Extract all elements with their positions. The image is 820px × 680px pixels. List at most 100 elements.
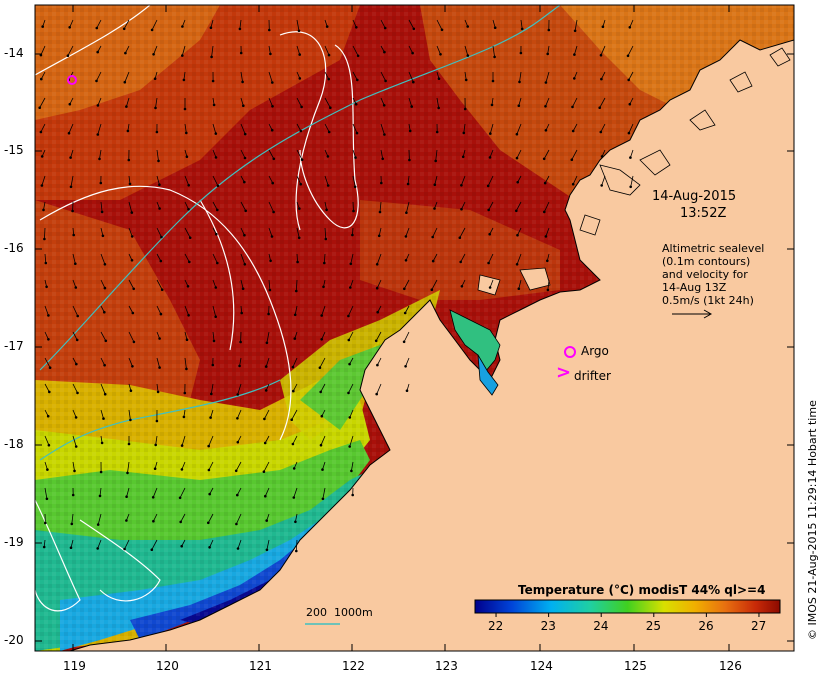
velocity-arrowhead <box>298 77 302 80</box>
velocity-arrow <box>322 487 326 499</box>
velocity-arrowhead <box>123 547 126 551</box>
velocity-arrowhead <box>47 338 50 341</box>
velocity-arrow <box>240 201 247 211</box>
velocity-arrowhead <box>211 363 215 367</box>
velocity-arrowhead <box>347 391 350 395</box>
velocity-arrowhead <box>185 367 188 371</box>
velocity-arrowhead <box>265 341 269 345</box>
velocity-arrowhead <box>375 286 379 290</box>
velocity-arrowhead <box>458 236 462 239</box>
axis-ticks <box>35 5 794 651</box>
velocity-arrowhead <box>410 105 414 108</box>
velocity-arrowhead <box>45 497 49 501</box>
velocity-arrowhead <box>376 363 379 367</box>
drifter-legend-label: drifter <box>574 369 611 383</box>
drifter-legend-icon: > <box>556 362 572 383</box>
velocity-arrowhead <box>46 468 49 471</box>
velocity-arrowhead <box>544 235 548 238</box>
velocity-arrowhead <box>188 260 191 264</box>
time-label: 13:52Z <box>680 206 727 221</box>
velocity-arrowhead <box>375 263 379 266</box>
velocity-arrowhead <box>102 417 105 420</box>
velocity-arrowhead <box>516 233 519 237</box>
velocity-arrowhead <box>47 314 50 317</box>
velocity-arrowhead <box>460 285 464 288</box>
velocity-arrowhead <box>125 519 128 522</box>
velocity-arrowhead <box>406 182 410 186</box>
velocity-arrow <box>152 487 158 498</box>
lat-tick-label: -15 <box>4 143 24 157</box>
velocity-arrow <box>403 331 410 342</box>
argo-float-marker[interactable] <box>67 75 77 85</box>
colorbar-tick-label: 26 <box>698 619 714 633</box>
velocity-arrowhead <box>214 132 218 135</box>
velocity-arrowhead <box>182 78 186 82</box>
velocity-arrowhead <box>327 77 331 81</box>
argo-legend-label: Argo <box>581 344 609 358</box>
velocity-arrow <box>600 123 606 133</box>
velocity-arrow <box>324 45 330 56</box>
velocity-arrow <box>97 97 102 106</box>
velocity-arrow <box>67 45 74 56</box>
velocity-arrowhead <box>180 444 184 447</box>
velocity-arrow <box>488 201 494 211</box>
note-line-2: (0.1m contours) <box>662 255 751 268</box>
velocity-arrowhead <box>243 233 246 237</box>
velocity-arrow <box>322 461 326 470</box>
velocity-arrowhead <box>128 182 132 186</box>
velocity-arrowhead <box>293 337 297 340</box>
velocity-arrowhead <box>383 26 387 30</box>
velocity-arrow <box>293 487 298 498</box>
velocity-arrow <box>40 71 46 80</box>
velocity-arrow <box>352 201 354 212</box>
velocity-arrowhead <box>629 185 632 189</box>
lat-tick-label: -18 <box>4 437 24 451</box>
velocity-arrow <box>264 487 270 497</box>
velocity-arrowhead <box>129 389 133 393</box>
velocity-arrowhead <box>130 235 134 238</box>
velocity-arrowhead <box>99 181 103 185</box>
velocity-arrowhead <box>243 180 246 184</box>
velocity-arrowhead <box>329 106 332 109</box>
colorbar-tick-label: 23 <box>540 619 556 633</box>
velocity-arrow <box>520 19 523 29</box>
velocity-arrow <box>349 279 354 288</box>
plot-frame <box>34 4 795 652</box>
velocity-arrow <box>237 383 242 395</box>
velocity-arrowhead <box>67 131 71 135</box>
velocity-arrowhead <box>236 417 239 420</box>
velocity-arrowhead <box>515 209 518 213</box>
velocity-arrowhead <box>122 27 126 31</box>
velocity-arrow <box>601 71 606 80</box>
velocity-arrowhead <box>299 182 303 186</box>
velocity-arrowhead <box>235 522 238 526</box>
velocity-arrowhead <box>241 80 244 84</box>
velocity-arrowhead <box>157 159 160 163</box>
velocity-arrowhead <box>40 184 44 187</box>
velocity-arrowhead <box>158 366 161 369</box>
velocity-arrow <box>518 97 522 106</box>
velocity-arrowhead <box>185 155 189 158</box>
velocity-arrowhead <box>243 132 247 136</box>
velocity-arrowhead <box>244 209 247 213</box>
velocity-arrow <box>436 45 441 55</box>
velocity-arrowhead <box>403 311 407 315</box>
velocity-arrow <box>264 409 270 420</box>
velocity-arrowhead <box>100 441 104 445</box>
velocity-arrowhead <box>209 26 213 30</box>
velocity-arrow <box>459 227 466 238</box>
velocity-arrowhead <box>547 28 551 32</box>
velocity-arrow <box>543 149 550 159</box>
velocity-arrow <box>296 19 300 31</box>
velocity-arrowhead <box>263 441 267 445</box>
velocity-arrow <box>44 331 49 340</box>
colorbar <box>474 599 781 614</box>
velocity-arrowhead <box>42 545 46 549</box>
velocity-arrow <box>630 175 634 187</box>
velocity-arrow <box>376 253 382 265</box>
velocity-arrow <box>519 71 522 82</box>
velocity-arrowhead <box>151 496 155 499</box>
velocity-arrow <box>319 357 326 368</box>
velocity-arrow <box>574 19 578 31</box>
velocity-arrowhead <box>321 468 324 471</box>
